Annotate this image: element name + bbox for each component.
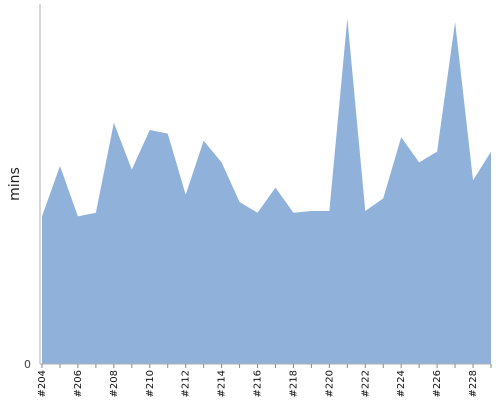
- plot-area: 0 #204 #206 #208 #210 #212 #214 #216 #218 #220 #22…: [24, 4, 492, 397]
- x-tick-label: #206: [73, 370, 84, 397]
- x-tick-label: #212: [181, 370, 192, 397]
- x-tick-label: #214: [217, 370, 228, 397]
- x-tick-label: #220: [324, 370, 335, 397]
- x-tick-label: #224: [396, 370, 407, 397]
- y-tick-label: 0: [24, 358, 31, 371]
- y-axis-label: mins: [7, 167, 23, 201]
- x-tick-label: #216: [253, 370, 264, 397]
- x-tick-label: #218: [288, 370, 299, 397]
- x-tick-label: #204: [37, 370, 48, 397]
- x-tick-label: #208: [109, 370, 120, 397]
- x-tick-label: #210: [145, 370, 156, 397]
- x-tick-label: #222: [360, 370, 371, 397]
- area-series: [42, 18, 491, 365]
- x-tick-label: #228: [468, 370, 479, 397]
- x-tick-label: #226: [432, 370, 443, 397]
